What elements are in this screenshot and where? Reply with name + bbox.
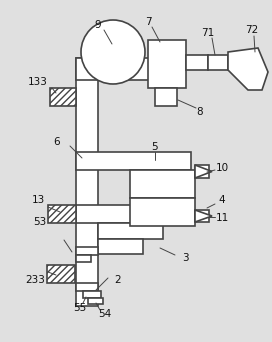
Bar	[195, 165, 209, 178]
Polygon shape	[195, 210, 212, 222]
Text: 13: 13	[31, 195, 45, 205]
Bar	[155, 88, 177, 106]
Text: 55: 55	[73, 303, 86, 313]
Bar	[76, 205, 191, 223]
Bar	[76, 58, 98, 306]
Polygon shape	[195, 165, 212, 178]
Text: 3: 3	[182, 253, 188, 263]
Bar	[98, 223, 163, 239]
Bar	[76, 152, 191, 170]
Bar	[76, 283, 98, 291]
Text: 72: 72	[245, 25, 259, 35]
Text: 133: 133	[28, 77, 48, 87]
Text: 6: 6	[54, 137, 60, 147]
Bar	[148, 40, 186, 88]
Text: 11: 11	[215, 213, 229, 223]
Text: 4: 4	[219, 195, 225, 205]
Text: 9: 9	[95, 20, 101, 30]
Bar	[130, 170, 195, 198]
Circle shape	[81, 20, 145, 84]
Bar	[208, 55, 228, 70]
Bar	[48, 205, 76, 223]
Text: 54: 54	[98, 309, 112, 319]
Polygon shape	[228, 48, 268, 90]
Bar	[50, 88, 76, 106]
Bar	[130, 198, 195, 226]
Bar	[186, 55, 208, 70]
Bar	[88, 298, 103, 304]
Text: 233: 233	[25, 275, 45, 285]
Bar	[76, 247, 98, 255]
Bar	[83, 291, 101, 298]
Bar	[98, 239, 143, 254]
Bar	[195, 210, 209, 222]
Text: 7: 7	[145, 17, 151, 27]
Text: 71: 71	[201, 28, 215, 38]
Bar	[47, 265, 75, 283]
Text: 8: 8	[197, 107, 203, 117]
Text: 10: 10	[215, 163, 228, 173]
Text: 5: 5	[152, 142, 158, 152]
Text: 2: 2	[115, 275, 121, 285]
Bar	[76, 58, 158, 80]
Bar	[76, 255, 91, 262]
Text: 53: 53	[33, 217, 47, 227]
